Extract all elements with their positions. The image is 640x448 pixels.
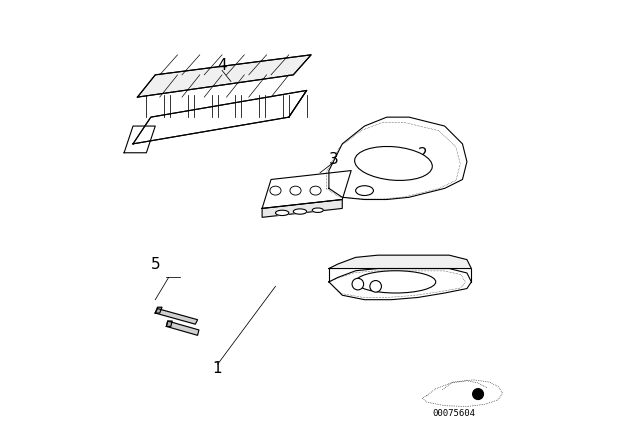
Text: 3: 3 [328, 152, 338, 167]
Ellipse shape [355, 146, 432, 181]
Polygon shape [138, 55, 311, 97]
Ellipse shape [293, 209, 307, 214]
Circle shape [473, 389, 483, 400]
Ellipse shape [275, 210, 289, 215]
Text: 4: 4 [217, 58, 227, 73]
Circle shape [352, 278, 364, 290]
Polygon shape [262, 171, 351, 208]
Ellipse shape [356, 186, 373, 195]
Polygon shape [329, 268, 472, 300]
Ellipse shape [312, 208, 323, 212]
Polygon shape [262, 199, 342, 217]
Text: 2: 2 [417, 147, 428, 163]
Circle shape [370, 280, 381, 292]
Polygon shape [166, 321, 172, 327]
Polygon shape [156, 309, 198, 324]
Polygon shape [156, 307, 162, 313]
Ellipse shape [356, 271, 436, 293]
Polygon shape [166, 321, 199, 335]
Text: 1: 1 [212, 361, 223, 376]
Polygon shape [133, 90, 307, 144]
Polygon shape [329, 117, 467, 199]
Text: 00075604: 00075604 [432, 409, 475, 418]
Polygon shape [329, 255, 472, 268]
Text: 5: 5 [150, 257, 160, 271]
